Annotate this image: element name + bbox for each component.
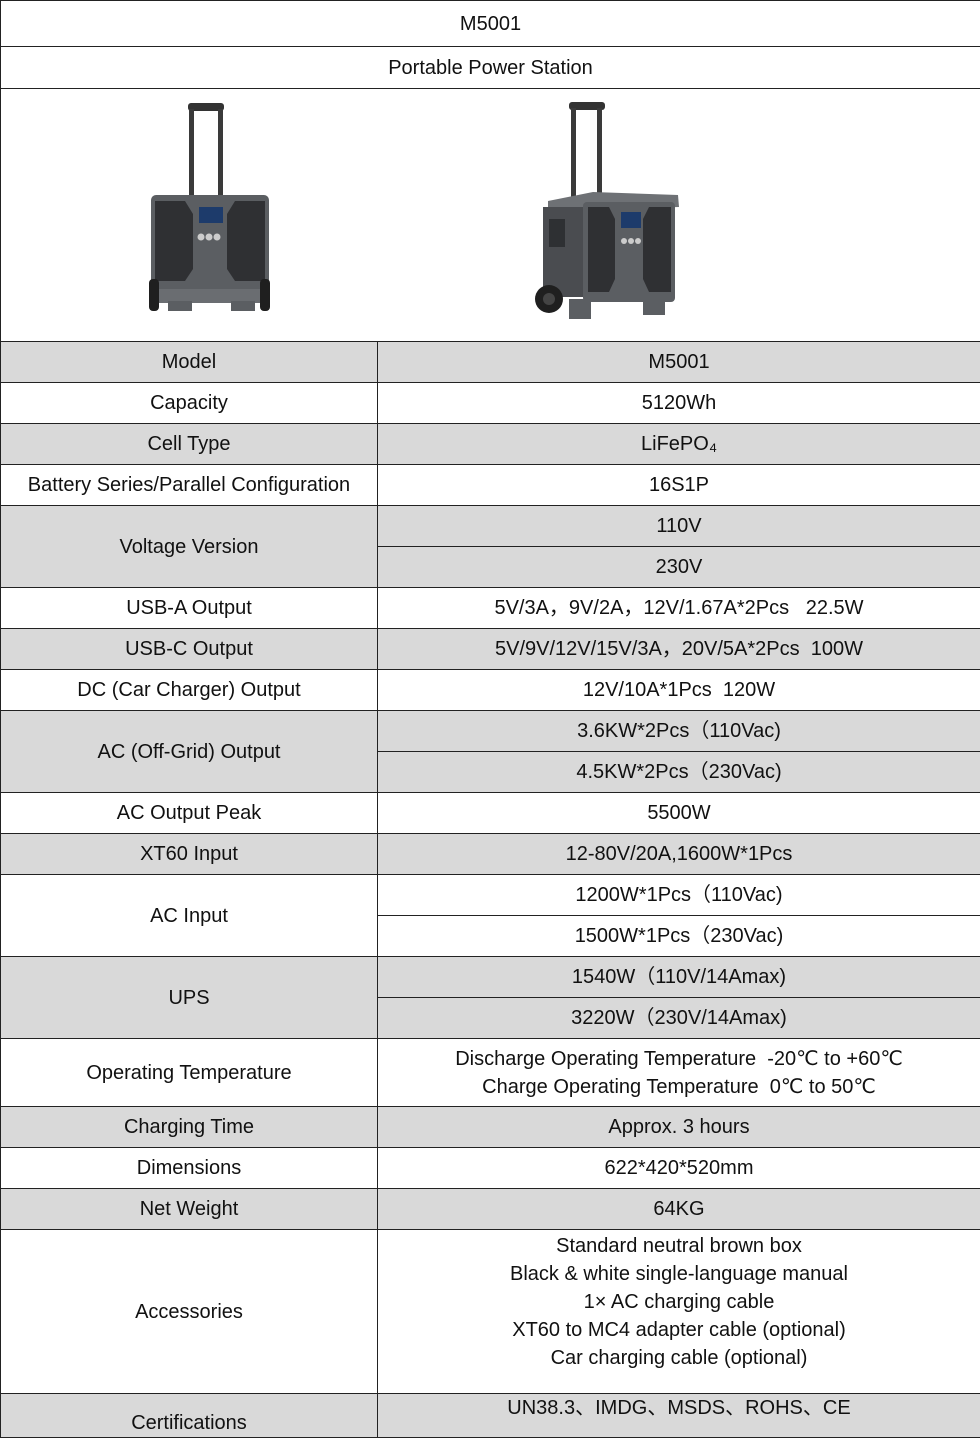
spec-value: 1500W*1Pcs（230Vac) xyxy=(377,915,980,957)
spec-value: 5500W xyxy=(377,792,980,834)
spec-value: M5001 xyxy=(377,341,980,383)
spec-value: 1200W*1Pcs（110Vac) xyxy=(377,874,980,916)
spec-value: 16S1P xyxy=(377,464,980,506)
spec-value: 110V xyxy=(377,505,980,547)
accessory-item: Standard neutral brown box xyxy=(556,1235,802,1257)
spec-value: 12V/10A*1Pcs 120W xyxy=(377,669,980,711)
spec-value: 622*420*520mm xyxy=(377,1147,980,1189)
power-station-front-view xyxy=(148,103,270,311)
product-images xyxy=(0,88,980,342)
spec-label: AC (Off-Grid) Output xyxy=(0,710,378,793)
spec-label: Dimensions xyxy=(0,1147,378,1189)
spec-label: Model xyxy=(0,341,378,383)
spec-value-line: Discharge Operating Temperature -20℃ to … xyxy=(455,1047,903,1070)
spec-value: 64KG xyxy=(377,1188,980,1230)
spec-value: Approx. 3 hours xyxy=(377,1106,980,1148)
accessory-item: XT60 to MC4 adapter cable (optional) xyxy=(512,1319,846,1341)
spec-value: 3220W（230V/14Amax) xyxy=(377,997,980,1039)
spec-value-line: Charge Operating Temperature 0℃ to 50℃ xyxy=(482,1075,876,1098)
product-subtitle: Portable Power Station xyxy=(0,46,980,89)
spec-value: Standard neutral brown box Black & white… xyxy=(377,1229,980,1394)
spec-label: Accessories xyxy=(0,1229,378,1394)
spec-label: XT60 Input xyxy=(0,833,378,875)
spec-value: 230V xyxy=(377,546,980,588)
spec-label: AC Output Peak xyxy=(0,792,378,834)
spec-value: 5120Wh xyxy=(377,382,980,424)
product-images-svg xyxy=(148,102,679,319)
spec-label: Battery Series/Parallel Configuration xyxy=(0,464,378,506)
spec-value: UN38.3、IMDG、MSDS、ROHS、CE xyxy=(377,1393,980,1438)
spec-label: Net Weight xyxy=(0,1188,378,1230)
spec-label: DC (Car Charger) Output xyxy=(0,669,378,711)
spec-label: Voltage Version xyxy=(0,505,378,588)
spec-label: AC Input xyxy=(0,874,378,957)
spec-label: Certifications xyxy=(0,1393,378,1438)
spec-label: Charging Time xyxy=(0,1106,378,1148)
spec-value: 12-80V/20A,1600W*1Pcs xyxy=(377,833,980,875)
spec-value: 5V/9V/12V/15V/3A，20V/5A*2Pcs 100W xyxy=(377,628,980,670)
accessory-item: Car charging cable (optional) xyxy=(550,1347,808,1369)
spec-label: Capacity xyxy=(0,382,378,424)
accessory-item: 1× AC charging cable xyxy=(583,1291,775,1313)
spec-value: 1540W（110V/14Amax) xyxy=(377,956,980,998)
spec-value: Discharge Operating Temperature -20℃ to … xyxy=(377,1038,980,1107)
spec-value: 5V/3A，9V/2A，12V/1.67A*2Pcs 22.5W xyxy=(377,587,980,629)
spec-label: USB-C Output xyxy=(0,628,378,670)
power-station-angled-view xyxy=(534,102,679,319)
model-title: M5001 xyxy=(0,0,980,47)
accessory-item: Black & white single-language manual xyxy=(510,1263,848,1285)
spec-value: 4.5KW*2Pcs（230Vac) xyxy=(377,751,980,793)
spec-label: USB-A Output xyxy=(0,587,378,629)
spec-value: LiFePO₄ xyxy=(377,423,980,465)
spec-label: Cell Type xyxy=(0,423,378,465)
spec-value: 3.6KW*2Pcs（110Vac) xyxy=(377,710,980,752)
spec-label: UPS xyxy=(0,956,378,1039)
spec-label: Operating Temperature xyxy=(0,1038,378,1107)
